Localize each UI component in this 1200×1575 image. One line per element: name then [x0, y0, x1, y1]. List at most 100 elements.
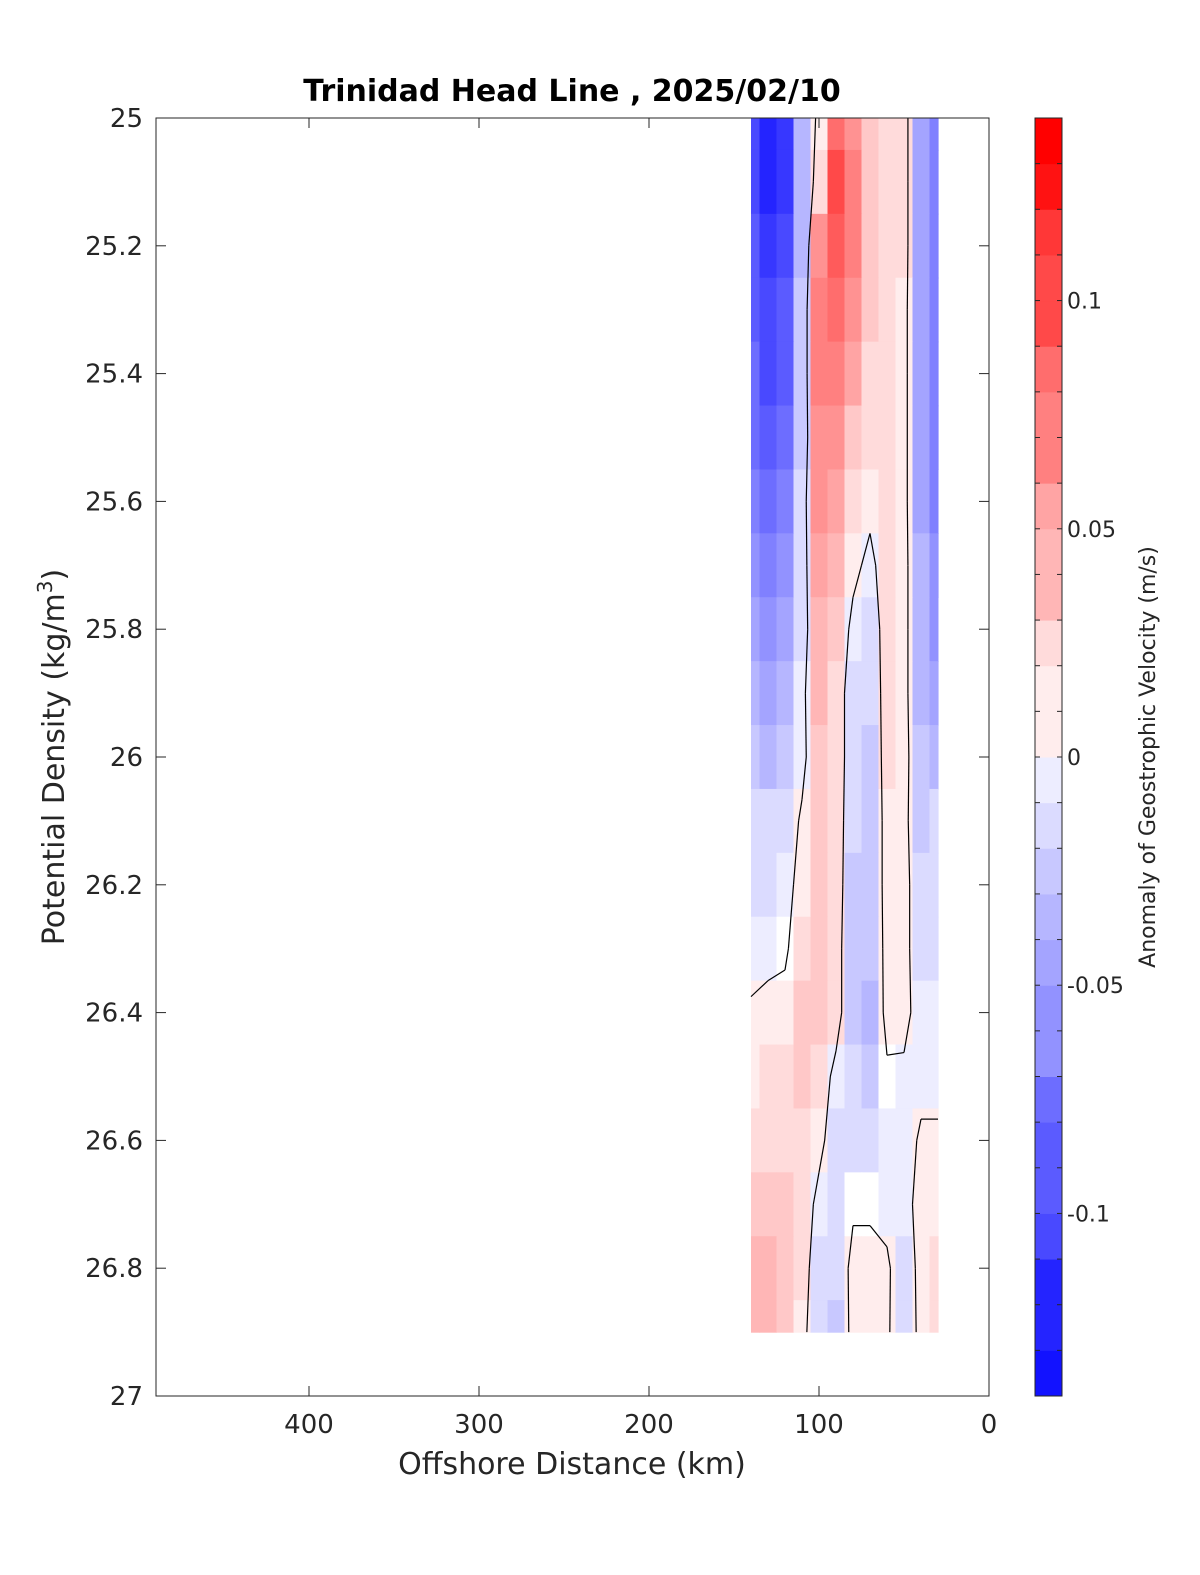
heatmap-cell	[793, 533, 812, 598]
zero-contour-segment	[848, 597, 854, 630]
heatmap-cell	[912, 149, 931, 215]
y-axis-label-superscript: 3	[33, 580, 57, 593]
colorbar-swatch	[1035, 391, 1062, 438]
heatmap-cell	[751, 597, 761, 662]
colorbar-swatch	[1035, 1259, 1062, 1306]
heatmap-cell	[861, 469, 880, 534]
heatmap-cell	[793, 788, 812, 854]
zero-contour-segment	[787, 884, 795, 949]
heatmap-cell	[929, 916, 939, 982]
heatmap-cell	[861, 1236, 880, 1301]
heatmap-cell	[844, 1236, 863, 1301]
y-axis-label-main: Potential Density (kg/m	[37, 593, 72, 945]
heatmap-cell	[776, 118, 795, 151]
heatmap-cell	[861, 149, 880, 215]
zero-contour-segment	[806, 373, 809, 438]
zero-contour-segment	[812, 117, 817, 182]
colorbar-ticks: 0.1 0.05 0 -0.05 -0.1	[1067, 290, 1124, 1228]
x-tick-label: 300	[454, 1410, 504, 1440]
colorbar-swatch	[1035, 848, 1062, 895]
heatmap-cell	[844, 405, 863, 471]
heatmap-cell	[878, 852, 897, 918]
heatmap-cell	[912, 533, 931, 598]
colorbar-swatch	[1035, 1076, 1062, 1123]
zero-contour-segment	[808, 181, 814, 246]
heatmap-cell	[878, 533, 897, 598]
heatmap-cell	[810, 1172, 829, 1237]
colorbar-frame	[1034, 117, 1063, 1397]
zero-contour-segment	[860, 533, 871, 566]
y-tick-label: 26.4	[85, 999, 143, 1029]
colorbar-tick-label: 0	[1067, 746, 1081, 771]
y-tick-label: 25	[110, 104, 143, 134]
heatmap-cell	[861, 788, 880, 854]
heatmap-cell	[810, 469, 829, 534]
colorbar-swatch	[1035, 620, 1062, 667]
colorbar-tick-label: -0.05	[1067, 974, 1124, 999]
colorbar-swatch	[1035, 802, 1062, 849]
zero-contour-lines	[750, 117, 938, 1333]
heatmap-cell	[861, 661, 880, 726]
colorbar-swatch	[1035, 757, 1062, 804]
heatmap-cell	[810, 852, 829, 918]
heatmap-cell	[929, 980, 939, 1046]
colorbar-swatch	[1035, 254, 1062, 302]
heatmap-cell	[827, 149, 846, 215]
heatmap-cell	[759, 1108, 778, 1173]
heatmap-cell	[929, 661, 939, 726]
heatmap-cell	[895, 916, 914, 982]
heatmap-cell	[776, 1108, 795, 1173]
heatmap-cell	[895, 597, 914, 662]
heatmap-cell	[912, 405, 931, 471]
heatmap-cell	[751, 661, 761, 726]
heatmap-cell	[751, 341, 761, 407]
heatmap-cell	[861, 1108, 880, 1173]
zero-contour-segment	[847, 1225, 854, 1269]
heatmap-cell	[793, 980, 812, 1046]
colorbar-swatch	[1035, 1213, 1062, 1260]
heatmap-cell	[861, 1044, 880, 1110]
heatmap-cell	[793, 341, 812, 407]
heatmap-cell	[776, 213, 795, 279]
zero-contour-segment	[911, 1140, 918, 1205]
heatmap-cell	[878, 213, 897, 279]
colorbar-tick-label: 0.05	[1067, 518, 1116, 543]
heatmap-cell	[793, 118, 812, 151]
heatmap-cell	[751, 852, 761, 918]
heatmap-cell	[912, 213, 931, 279]
y-axis-ticks: 25 25.2 25.4 25.6 25.8 26 26.2 26.4 26.6 26.8 27	[85, 104, 989, 1412]
heatmap-cell	[827, 852, 846, 918]
heatmap-cell	[844, 661, 863, 726]
heatmap-cell	[827, 469, 846, 534]
heatmap-cell	[793, 277, 812, 343]
zero-contour-segment	[806, 1268, 810, 1333]
heatmap-cell	[759, 1172, 778, 1237]
heatmap-cell	[912, 118, 931, 151]
colorbar-tick-label: -0.1	[1067, 1202, 1110, 1227]
zero-contour-segment	[767, 969, 786, 982]
colorbar-swatch	[1035, 574, 1062, 621]
heatmap-cell	[759, 788, 778, 854]
heatmap-cell	[861, 980, 880, 1046]
colorbar-swatch	[1035, 665, 1062, 712]
heatmap-cell	[793, 852, 812, 918]
heatmap-cell	[827, 597, 846, 662]
plot-area: 400 300 200 100 0 25 25.2 25.4 25.6 25.8 26 26.2 26…	[85, 104, 997, 1440]
heatmap-cell	[895, 1300, 914, 1333]
heatmap-cell	[759, 1236, 778, 1301]
zero-contour-segment	[903, 1012, 912, 1053]
heatmap-cell	[895, 1236, 914, 1301]
heatmap-cell	[938, 533, 939, 598]
heatmap-cell	[751, 1300, 761, 1333]
zero-contour-segment	[847, 1268, 850, 1333]
zero-contour-segment	[889, 1268, 892, 1333]
heatmap-cell	[929, 533, 939, 598]
heatmap-cell	[895, 725, 914, 790]
heatmap-cell	[751, 405, 761, 471]
heatmap-cell	[827, 405, 846, 471]
heatmap-cell	[759, 341, 778, 407]
colorbar-swatch	[1035, 1030, 1062, 1077]
colorbar-tick-label: 0.1	[1067, 290, 1102, 315]
chart-title: Trinidad Head Line , 2025/02/10	[303, 74, 840, 109]
heatmap-cell	[810, 661, 829, 726]
